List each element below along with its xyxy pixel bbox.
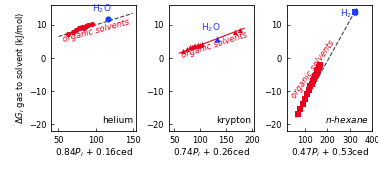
Point <box>232 30 238 33</box>
Point <box>317 63 323 66</box>
Point <box>313 72 319 74</box>
Point <box>237 28 243 31</box>
Point <box>77 26 83 29</box>
X-axis label: 0.47$P_i$ + 0.53ced: 0.47$P_i$ + 0.53ced <box>291 146 369 159</box>
Point <box>194 45 200 47</box>
Text: organic solvents: organic solvents <box>61 18 130 44</box>
Point <box>311 77 317 80</box>
Point <box>314 70 320 73</box>
Point <box>308 82 314 85</box>
Point <box>187 46 193 49</box>
Text: H$_2$O: H$_2$O <box>201 21 220 34</box>
Point <box>189 45 195 48</box>
Point <box>310 80 316 83</box>
Point <box>297 108 304 111</box>
Point <box>65 33 71 36</box>
Text: organic solvents: organic solvents <box>289 39 336 100</box>
Point <box>83 24 89 27</box>
Point <box>315 68 321 71</box>
Point <box>70 30 76 33</box>
Point <box>191 45 197 48</box>
Point <box>352 11 358 14</box>
Point <box>180 50 186 53</box>
Point <box>184 47 190 50</box>
Point <box>313 73 319 76</box>
Point <box>306 88 312 91</box>
Text: $n$-hexane: $n$-hexane <box>325 114 369 125</box>
Point <box>307 85 313 88</box>
Point <box>105 18 111 20</box>
Point <box>192 45 198 47</box>
Text: H$_2$O: H$_2$O <box>339 7 359 20</box>
Point <box>316 66 322 69</box>
Point <box>79 25 85 28</box>
Point <box>81 27 87 30</box>
Point <box>300 103 306 106</box>
X-axis label: 0.74$P_i$ + 0.26ced: 0.74$P_i$ + 0.26ced <box>173 146 250 159</box>
Point <box>312 75 318 78</box>
Point <box>199 43 205 46</box>
Point <box>197 44 203 46</box>
Y-axis label: $\Delta G_i$ gas to solvent (kJ/mol): $\Delta G_i$ gas to solvent (kJ/mol) <box>14 12 27 124</box>
Point <box>214 38 220 40</box>
Point <box>195 44 201 47</box>
Point <box>85 23 91 26</box>
Point <box>295 113 301 116</box>
Text: helium: helium <box>102 116 133 125</box>
Point <box>89 23 95 25</box>
Point <box>73 29 79 31</box>
Point <box>76 27 82 30</box>
Text: krypton: krypton <box>216 116 251 125</box>
Text: organic solvents: organic solvents <box>180 31 249 60</box>
X-axis label: 0.84$P_i$ + 0.16ced: 0.84$P_i$ + 0.16ced <box>55 146 133 159</box>
Text: H$_2$O: H$_2$O <box>92 3 112 15</box>
Point <box>304 93 310 96</box>
Point <box>302 98 308 101</box>
